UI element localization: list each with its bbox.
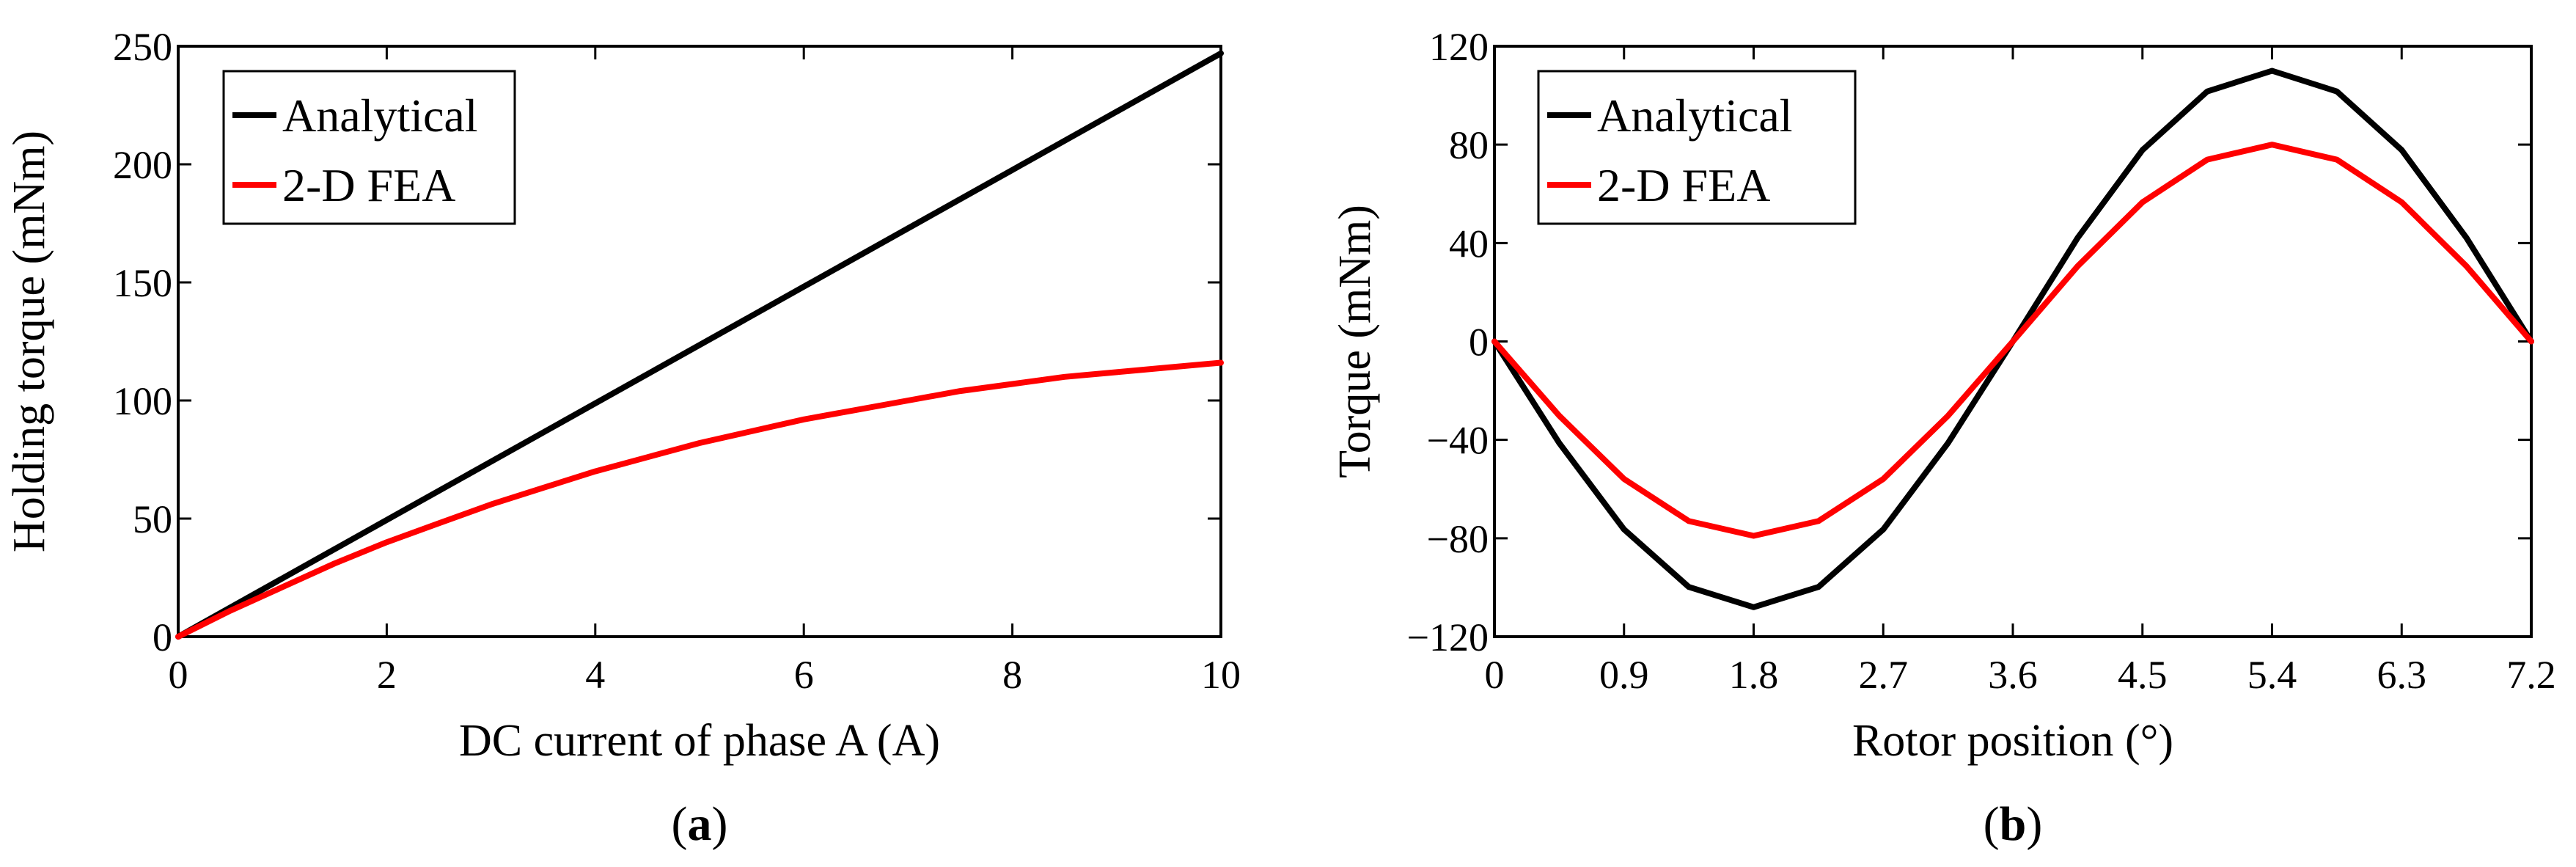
series-line-analytical <box>175 50 1224 640</box>
x-tick-label: 4 <box>585 653 605 697</box>
legend-label: Analytical <box>1597 89 1793 142</box>
panel-caption: (a) <box>672 797 728 851</box>
x-tick-label: 2 <box>377 653 397 697</box>
panel-caption: (b) <box>1984 797 2043 851</box>
y-tick-label: 80 <box>1449 123 1489 167</box>
y-axis-label: Holding torque (mNm) <box>4 131 54 552</box>
legend-box <box>222 70 516 225</box>
y-tick-label: 250 <box>113 25 172 69</box>
y-tick-label: 100 <box>113 379 172 423</box>
x-axis-label: DC current of phase A (A) <box>459 716 940 766</box>
legend-label: 2-D FEA <box>1597 159 1770 211</box>
x-tick-label: 10 <box>1201 653 1241 697</box>
caption-letter: b <box>2000 797 2027 851</box>
caption-letter: a <box>688 797 712 851</box>
legend-box <box>1537 70 1857 225</box>
chart-b: 0 0.9 1.8 2.7 3.6 4.5 5.4 6.3 7.2 −120 −80 −40 0 40 80… <box>1330 25 2556 851</box>
plot-frame <box>177 45 1222 638</box>
x-tick-label: 0.9 <box>1599 653 1649 697</box>
x-axis-label: Rotor position (°) <box>1852 716 2173 766</box>
x-tick-label: 2.7 <box>1859 653 1909 697</box>
x-tick-label: 0 <box>169 653 188 697</box>
x-tick-label: 1.8 <box>1729 653 1779 697</box>
x-tick-label: 6.3 <box>2377 653 2427 697</box>
y-tick-label: −80 <box>1427 517 1489 561</box>
x-tick-label: 7.2 <box>2506 653 2556 697</box>
y-tick-label: 200 <box>113 143 172 187</box>
y-tick-label: 40 <box>1449 222 1489 266</box>
x-tick-label: 3.6 <box>1988 653 2038 697</box>
y-tick-label: −40 <box>1427 419 1489 463</box>
caption-close: ) <box>2026 797 2042 851</box>
x-tick-label: 6 <box>794 653 814 697</box>
legend-label: Analytical <box>282 89 478 142</box>
y-tick-label: 120 <box>1429 25 1489 69</box>
y-tick-label: 0 <box>1469 321 1489 365</box>
caption-close: ) <box>712 797 728 851</box>
x-tick-label: 5.4 <box>2247 653 2297 697</box>
y-axis-label: Torque (mNm) <box>1330 205 1380 478</box>
x-tick-label: 8 <box>1002 653 1022 697</box>
y-tick-label: 50 <box>133 497 172 541</box>
y-tick-label: 0 <box>153 615 172 659</box>
x-tick-label: 4.5 <box>2118 653 2168 697</box>
series-line-fea <box>1491 142 2534 539</box>
y-tick-label: −120 <box>1407 615 1489 659</box>
caption-open: ( <box>672 797 688 851</box>
series-line-fea <box>175 359 1224 640</box>
x-tick-label: 0 <box>1485 653 1505 697</box>
caption-open: ( <box>1984 797 2000 851</box>
y-tick-label: 150 <box>113 261 172 305</box>
legend-label: 2-D FEA <box>282 159 455 211</box>
